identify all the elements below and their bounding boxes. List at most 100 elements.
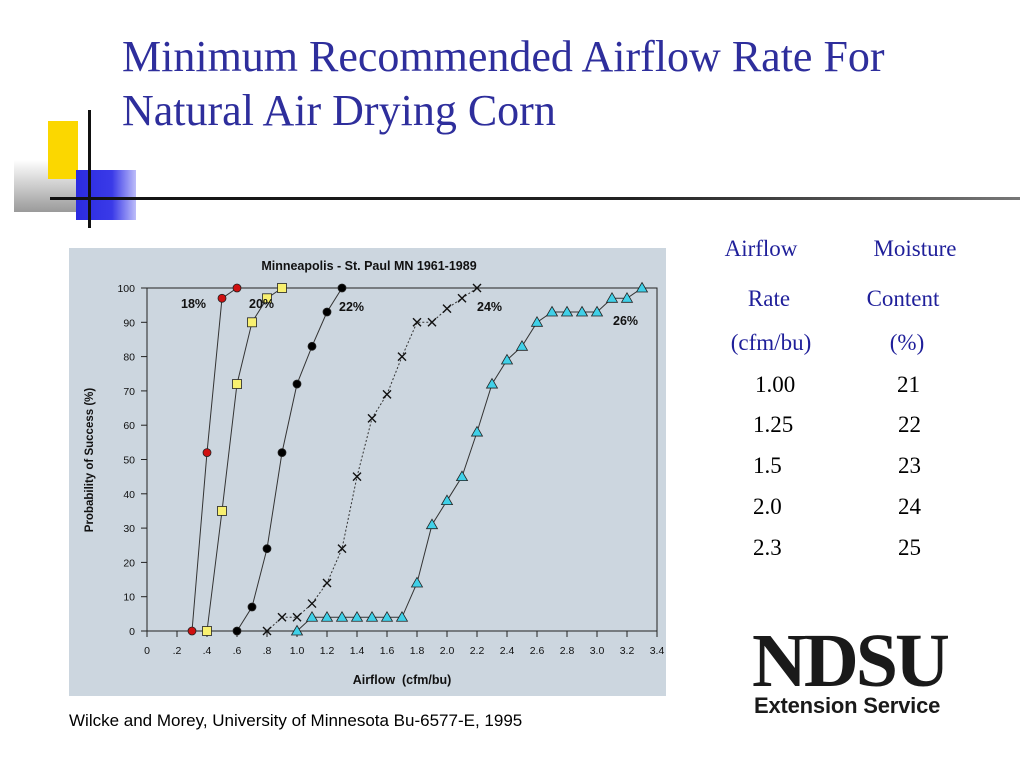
x-tick-label: .4 xyxy=(203,645,212,657)
ndsu-extension-logo: NDSU Extension Service xyxy=(752,623,962,723)
series-line xyxy=(236,287,343,632)
data-point xyxy=(365,610,379,622)
data-point xyxy=(217,506,227,516)
data-point xyxy=(322,307,332,317)
table-row-3-airflow: 1.5 xyxy=(753,453,782,478)
data-point xyxy=(350,610,364,622)
chart-background xyxy=(69,248,666,696)
header-moisture-line-2: Content xyxy=(866,286,940,311)
data-point xyxy=(217,293,227,303)
y-tick-label: 50 xyxy=(123,455,135,467)
header-moisture-line-3: (%) xyxy=(889,330,925,355)
y-tick-label: 20 xyxy=(123,557,135,569)
x-tick-label: 1.2 xyxy=(320,645,335,657)
data-point xyxy=(247,317,257,328)
series-label-24: 24% xyxy=(477,300,502,314)
series-24-pct xyxy=(262,283,482,636)
slide-title: Minimum Recommended Airflow Rate For Nat… xyxy=(122,30,1022,138)
x-tick-label: .8 xyxy=(263,645,272,657)
data-point xyxy=(485,377,499,389)
data-point xyxy=(395,610,409,622)
x-axis: 0 .2 .4 .6 .8 1.0 1.2 1.4 1.6 1.8 2.0 2.2 2.4 2.6 2.8 3… xyxy=(144,631,664,657)
data-point xyxy=(337,283,347,293)
table-row-5-moisture: 25 xyxy=(898,535,921,560)
series-layer xyxy=(187,281,649,636)
data-point xyxy=(590,305,604,317)
y-tick-label: 30 xyxy=(123,523,135,535)
y-tick-label: 80 xyxy=(123,352,135,364)
x-tick-label: 1.8 xyxy=(410,645,425,657)
data-point xyxy=(605,291,619,303)
data-point xyxy=(472,283,482,293)
data-point xyxy=(262,626,272,636)
data-point xyxy=(247,602,257,612)
data-point xyxy=(560,305,574,317)
series-20-pct xyxy=(202,283,287,636)
data-point xyxy=(425,518,439,530)
data-point xyxy=(382,389,392,399)
series-22-pct xyxy=(232,283,347,636)
data-point xyxy=(232,283,242,293)
y-axis-label: Probability of Success (%) xyxy=(84,388,96,533)
x-tick-label: 3.4 xyxy=(650,645,665,657)
data-point xyxy=(307,341,317,351)
y-tick-label: 40 xyxy=(123,489,135,501)
series-26-pct xyxy=(290,281,649,636)
x-tick-label: 1.0 xyxy=(290,645,305,657)
data-point xyxy=(232,379,242,389)
x-tick-label: 2.6 xyxy=(530,645,545,657)
header-airflow-line-2: Rate xyxy=(747,286,791,311)
table-row-2-airflow: 1.25 xyxy=(753,412,794,437)
ndsu-logo-subtitle: Extension Service xyxy=(754,693,941,718)
x-tick-label: 3.0 xyxy=(590,645,605,657)
series-label-20: 20% xyxy=(249,297,274,311)
x-axis-label: Airflow (cfm/bu) xyxy=(353,673,452,687)
x-tick-label: 2.8 xyxy=(560,645,575,657)
header-airflow-line-1: Airflow xyxy=(724,236,798,261)
x-tick-label: .6 xyxy=(233,645,242,657)
y-tick-label: 70 xyxy=(123,386,135,398)
y-tick-label: 90 xyxy=(123,317,135,329)
data-point xyxy=(397,352,407,362)
data-point xyxy=(262,293,272,304)
data-point xyxy=(337,544,347,554)
series-label-22: 22% xyxy=(339,300,364,314)
slide-title-line-1: Minimum Recommended Airflow Rate For xyxy=(122,32,885,81)
decor-blue-block xyxy=(76,170,136,220)
series-label-18: 18% xyxy=(181,297,206,311)
data-point xyxy=(277,612,287,622)
series-18-pct xyxy=(187,283,242,636)
data-point xyxy=(320,610,334,622)
table-row-1-moisture: 21 xyxy=(897,372,920,397)
data-point xyxy=(455,470,469,482)
y-tick-label: 0 xyxy=(129,626,135,638)
data-point xyxy=(262,544,272,554)
table-row-4-airflow: 2.0 xyxy=(753,494,782,519)
data-point xyxy=(305,610,319,622)
data-point xyxy=(427,317,437,327)
x-tick-label: 2.2 xyxy=(470,645,485,657)
data-point xyxy=(575,305,589,317)
data-point xyxy=(440,494,454,506)
y-tick-label: 100 xyxy=(117,283,135,295)
data-point xyxy=(635,281,649,293)
x-tick-label: .2 xyxy=(173,645,182,657)
x-tick-label: 3.2 xyxy=(620,645,635,657)
data-point xyxy=(530,316,544,327)
decor-yellow-block xyxy=(48,121,78,179)
data-point xyxy=(515,340,529,351)
airflow-moisture-table: Airflow Moisture Rate Content (cfm/bu) (… xyxy=(700,236,990,576)
data-point xyxy=(322,578,332,588)
data-point xyxy=(290,624,304,636)
data-point xyxy=(367,413,377,423)
x-tick-label: 2.0 xyxy=(440,645,455,657)
series-line xyxy=(191,287,238,632)
data-point xyxy=(457,293,467,303)
title-divider-line xyxy=(50,197,1020,200)
data-point xyxy=(352,472,362,482)
data-point xyxy=(232,626,242,636)
data-point xyxy=(187,626,197,636)
x-tick-label: 1.6 xyxy=(380,645,395,657)
table-row-5-airflow: 2.3 xyxy=(753,535,782,560)
data-point xyxy=(412,317,422,327)
